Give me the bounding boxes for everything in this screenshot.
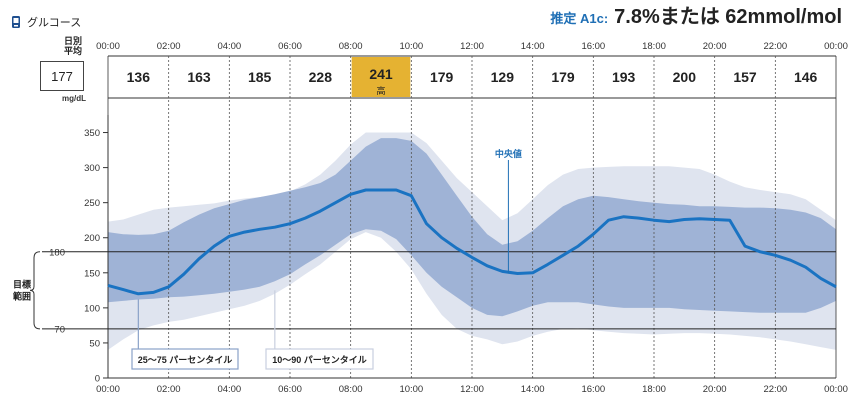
x-tick-label-bottom: 12:00: [460, 384, 484, 395]
hourly-average-note: 高: [376, 85, 385, 96]
hourly-average-value: 179: [551, 69, 575, 85]
hourly-average-value: 146: [794, 69, 818, 85]
hourly-average-value: 163: [187, 69, 211, 85]
x-tick-label-top: 10:00: [399, 41, 423, 52]
y-tick-label: 200: [84, 233, 100, 244]
target-high-label: 180: [49, 247, 65, 258]
x-tick-label-top: 02:00: [157, 41, 181, 52]
a1c-label: 推定 A1c:: [550, 11, 609, 26]
y-tick-label: 350: [84, 128, 100, 139]
x-tick-label-bottom: 20:00: [703, 384, 727, 395]
x-tick-label-bottom: 22:00: [763, 384, 787, 395]
outer-annotation-label: 10～90 パーセンタイル: [272, 354, 367, 365]
band-25-75: [108, 138, 836, 317]
x-tick-label-top: 22:00: [763, 41, 787, 52]
chart-title: グルコース: [27, 17, 82, 29]
hourly-average-value: 157: [733, 69, 757, 85]
hourly-average-value: 241: [369, 66, 393, 82]
y-tick-label: 50: [89, 338, 100, 349]
x-tick-label-bottom: 18:00: [642, 384, 666, 395]
chart-header: グルコース: [10, 14, 81, 30]
target-range-bracket: [29, 251, 41, 330]
hourly-average-value: 185: [248, 69, 272, 85]
x-tick-label-bottom: 04:00: [217, 384, 241, 395]
daily-average-label-line2: 平均: [64, 46, 83, 56]
hourly-average-value: 179: [430, 69, 454, 85]
x-tick-label-top: 06:00: [278, 41, 302, 52]
hourly-cell-highlight: [351, 57, 411, 97]
x-tick-label-top: 04:00: [217, 41, 241, 52]
x-tick-label-bottom: 08:00: [339, 384, 363, 395]
x-tick-label-bottom: 00:00: [96, 384, 120, 395]
target-low-label: 70: [54, 324, 65, 335]
x-tick-label-top: 14:00: [521, 41, 545, 52]
median-line: [107, 188, 837, 296]
y-tick-label: 100: [84, 303, 100, 314]
daily-average-value: 177: [40, 61, 84, 91]
device-icon: [12, 16, 20, 28]
x-tick-label-bottom: 06:00: [278, 384, 302, 395]
hourly-average-value: 193: [612, 69, 636, 85]
target-range-label-line2: 範囲: [13, 290, 31, 301]
x-tick-label-bottom: 14:00: [521, 384, 545, 395]
x-tick-label-top: 18:00: [642, 41, 666, 52]
x-tick-label-top: 08:00: [339, 41, 363, 52]
x-tick-label-top: 12:00: [460, 41, 484, 52]
target-range-label-line1: 目標: [13, 278, 31, 289]
x-tick-label-top: 00:00: [824, 41, 848, 52]
outer-annotation-box: [265, 348, 374, 370]
y-tick-label: 150: [84, 268, 100, 279]
y-tick-label: 250: [84, 198, 100, 209]
x-tick-label-bottom: 16:00: [581, 384, 605, 395]
iqr-annotation-label: 25～75 パーセンタイル: [138, 354, 233, 365]
x-tick-label-bottom: 02:00: [157, 384, 181, 395]
x-tick-label-bottom: 00:00: [824, 384, 848, 395]
median-annotation-label: 中央値: [495, 148, 522, 159]
unit-label: mg/dL: [62, 94, 86, 103]
y-tick-label: 300: [84, 163, 100, 174]
x-tick-label-top: 00:00: [96, 41, 120, 52]
hourly-average-value: 200: [673, 69, 697, 85]
iqr-annotation-box: [131, 348, 239, 370]
daily-average-label: 日別 平均: [64, 36, 82, 56]
y-tick-label: 0: [95, 374, 100, 385]
x-tick-label-top: 20:00: [703, 41, 727, 52]
x-tick-label-bottom: 10:00: [399, 384, 423, 395]
hourly-average-value: 129: [491, 69, 515, 85]
a1c-estimate: 推定 A1c: 7.8%または 62mmol/mol: [550, 0, 842, 29]
x-tick-label-top: 16:00: [581, 41, 605, 52]
a1c-value: 7.8%または 62mmol/mol: [614, 6, 842, 28]
hourly-average-value: 228: [309, 69, 333, 85]
hourly-average-value: 136: [127, 69, 151, 85]
daily-average-label-line1: 日別: [64, 36, 83, 46]
